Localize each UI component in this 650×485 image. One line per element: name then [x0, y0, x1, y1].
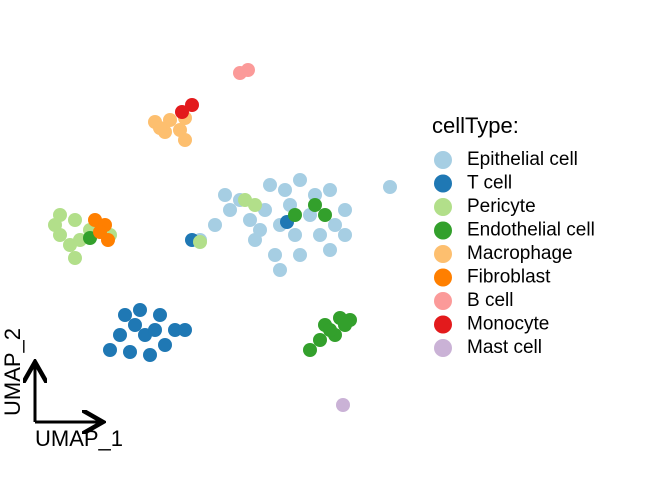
point — [273, 263, 287, 277]
point — [248, 198, 262, 212]
point — [338, 228, 352, 242]
point — [128, 318, 142, 332]
legend-swatch — [434, 268, 452, 287]
legend-swatch — [434, 151, 452, 169]
point — [313, 228, 327, 242]
point — [185, 98, 199, 112]
legend-swatch — [434, 198, 452, 216]
point — [328, 218, 342, 232]
point — [253, 223, 267, 237]
legend-title: cellType: — [432, 113, 519, 138]
legend-swatch — [434, 292, 452, 310]
point — [241, 63, 255, 77]
point — [133, 303, 147, 317]
point — [288, 208, 302, 222]
y-axis-label: UMAP_2 — [0, 328, 25, 416]
point — [178, 133, 192, 147]
point — [93, 225, 107, 239]
point — [338, 203, 352, 217]
point — [153, 121, 167, 135]
point — [223, 203, 237, 217]
point — [68, 213, 82, 227]
points — [48, 63, 397, 412]
point — [118, 308, 132, 322]
point — [293, 173, 307, 187]
x-axis-label: UMAP_1 — [35, 426, 123, 451]
point — [323, 183, 337, 197]
legend-label: B cell — [467, 290, 513, 311]
point — [288, 228, 302, 242]
point — [163, 113, 177, 127]
point — [313, 333, 327, 347]
point — [218, 188, 232, 202]
point — [336, 398, 350, 412]
point — [103, 343, 117, 357]
point — [175, 105, 189, 119]
point — [178, 323, 192, 337]
point — [383, 180, 397, 194]
legend-swatch — [434, 245, 452, 263]
point — [308, 198, 322, 212]
point — [293, 248, 307, 262]
point — [168, 323, 182, 337]
legend-label: Fibroblast — [467, 267, 551, 288]
legend-swatch — [434, 221, 452, 240]
point — [308, 188, 322, 202]
point — [323, 243, 337, 257]
point — [48, 218, 62, 232]
point — [148, 323, 162, 337]
legend-swatch — [434, 174, 452, 193]
point — [158, 338, 172, 352]
point — [193, 235, 207, 249]
legend-label: Endothelial cell — [467, 220, 595, 241]
point — [338, 318, 352, 332]
legend-swatch — [434, 339, 452, 357]
point — [113, 328, 127, 342]
point — [243, 213, 257, 227]
point — [123, 345, 137, 359]
point — [318, 208, 332, 222]
legend-swatch — [434, 315, 452, 334]
legend-label: Pericyte — [467, 196, 536, 217]
point — [208, 218, 222, 232]
legend-label: Epithelial cell — [467, 149, 578, 170]
point — [263, 178, 277, 192]
point — [268, 248, 282, 262]
point — [278, 183, 292, 197]
point — [153, 308, 167, 322]
point — [68, 251, 82, 265]
legend-label: T cell — [467, 173, 512, 194]
legend-label: Mast cell — [467, 337, 542, 358]
legend-label: Macrophage — [467, 243, 573, 264]
point — [303, 343, 317, 357]
legend-label: Monocyte — [467, 314, 549, 335]
point — [323, 323, 337, 337]
point — [143, 348, 157, 362]
